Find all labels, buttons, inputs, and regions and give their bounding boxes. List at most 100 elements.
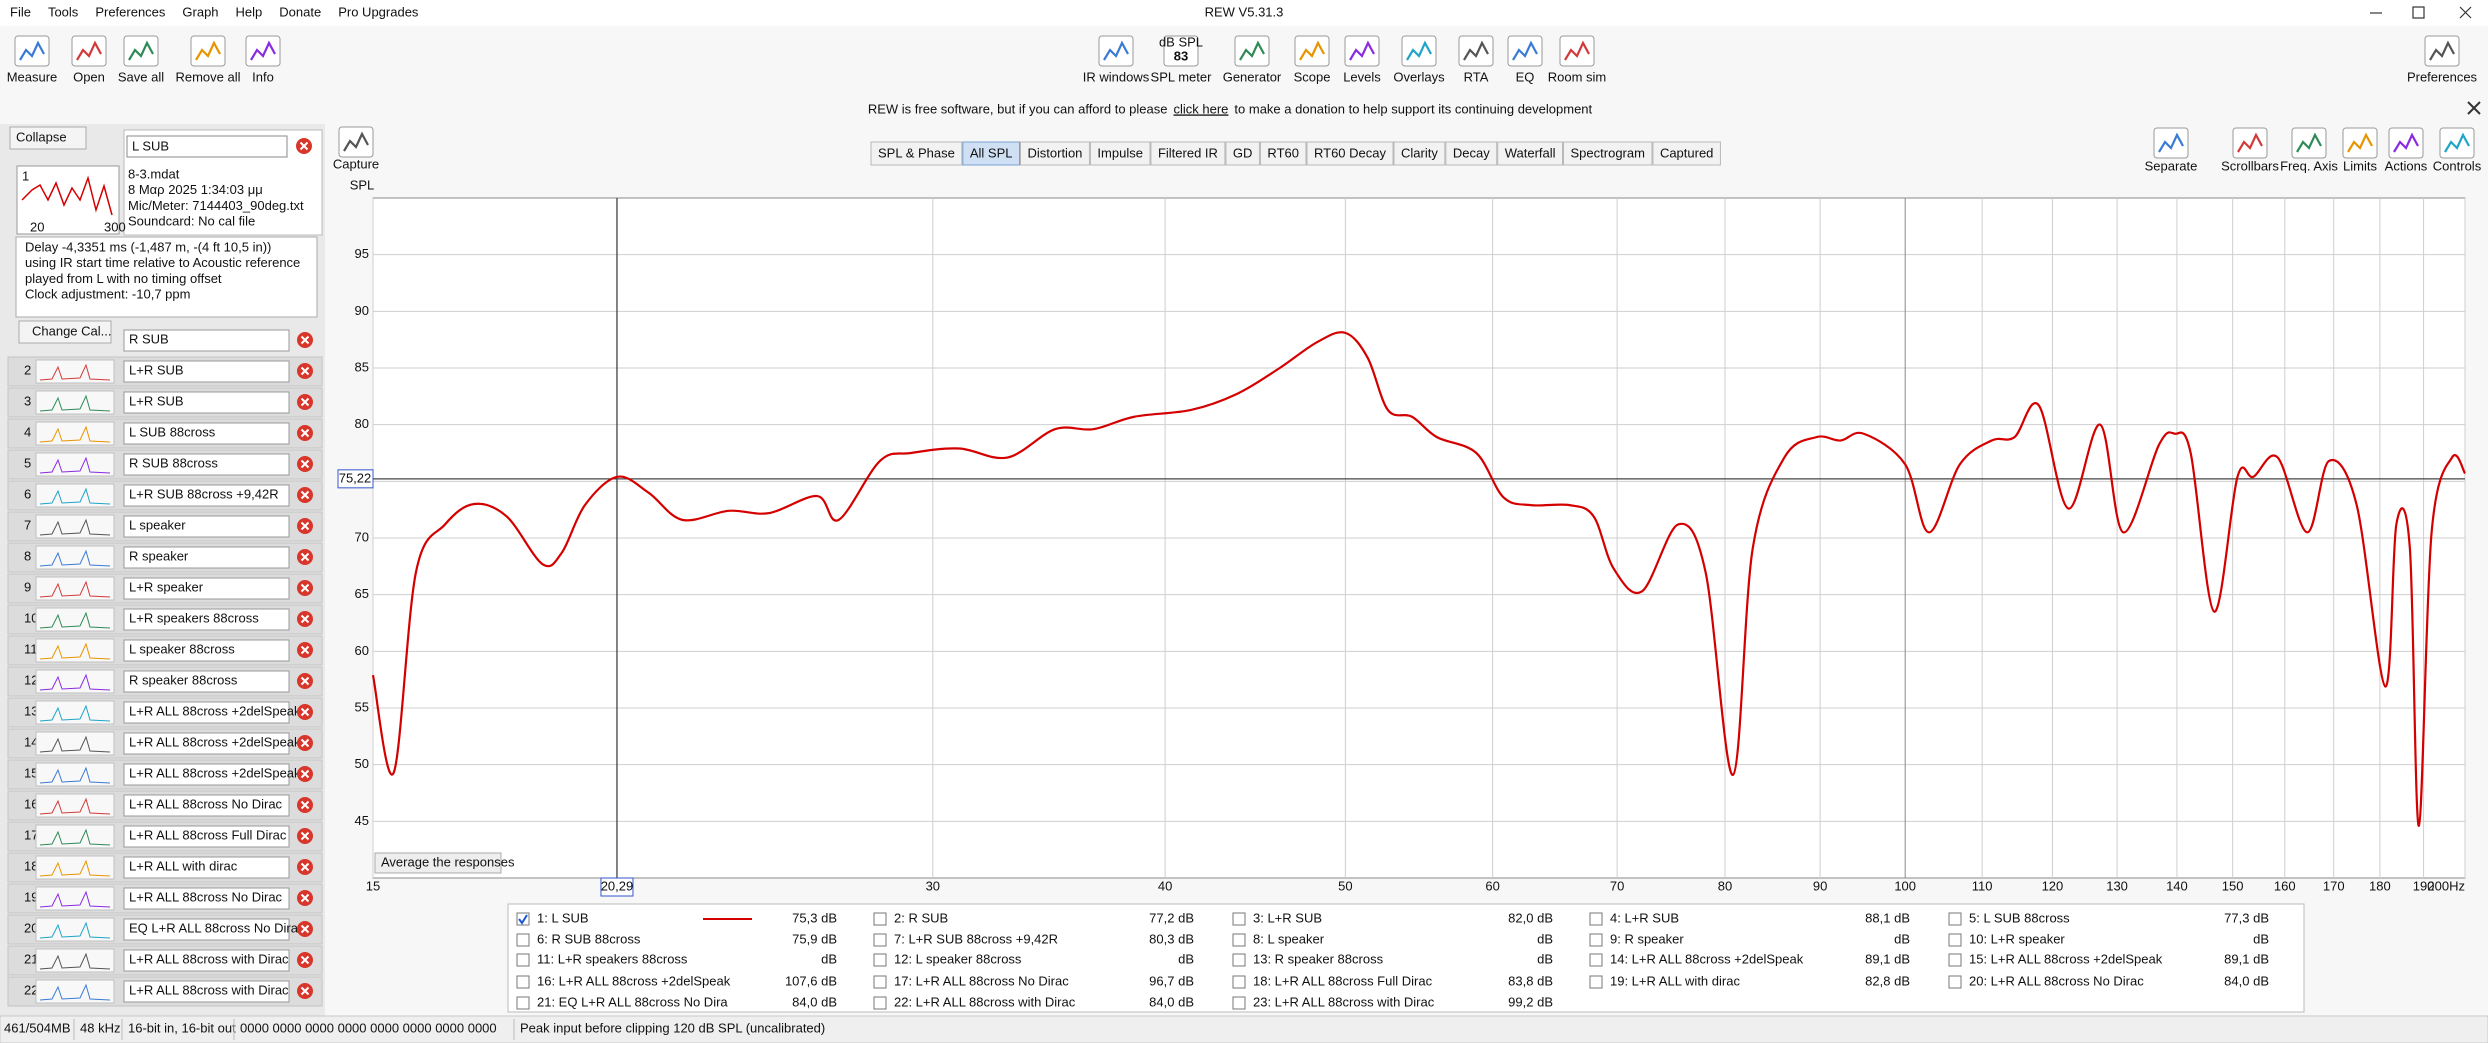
average-button[interactable] <box>374 852 502 874</box>
name-field[interactable] <box>123 763 290 786</box>
toolbar-label[interactable]: RTA <box>1464 69 1489 84</box>
legend-label[interactable]: 7: L+R SUB 88cross +9,42R <box>894 931 1058 946</box>
tab[interactable]: RT60 <box>1259 141 1307 166</box>
toolbar-label[interactable]: Preferences <box>2407 69 2478 84</box>
delete-button[interactable] <box>297 611 313 627</box>
graph-control-label[interactable]: Freq. Axis <box>2280 158 2338 173</box>
name-field[interactable] <box>123 856 290 879</box>
name-field[interactable] <box>123 732 290 755</box>
list-name[interactable]: R speaker 88cross <box>129 672 238 687</box>
tab[interactable]: Waterfall <box>1497 141 1564 166</box>
collapse-label[interactable]: Collapse <box>16 129 67 144</box>
legend-checkbox[interactable] <box>1589 933 1603 947</box>
legend-label[interactable]: 23: L+R ALL 88cross with Dirac <box>1253 994 1435 1009</box>
toolbar-label[interactable]: Overlays <box>1393 69 1445 84</box>
toolbar-label[interactable]: Measure <box>7 69 58 84</box>
name-field[interactable] <box>123 391 290 414</box>
legend-checkbox[interactable] <box>873 975 887 989</box>
toolbar-icon[interactable] <box>190 35 226 67</box>
list-name[interactable]: R speaker <box>129 548 189 563</box>
graph-control-label[interactable]: Actions <box>2385 158 2428 173</box>
legend-label[interactable]: 12: L speaker 88cross <box>894 951 1022 966</box>
name-field[interactable] <box>123 546 290 569</box>
delete-button[interactable] <box>297 394 313 410</box>
name-field[interactable] <box>123 918 290 941</box>
graph-control-label[interactable]: Scrollbars <box>2221 158 2279 173</box>
list-name[interactable]: EQ L+R ALL 88cross No Dira <box>129 920 299 935</box>
list-name[interactable]: L+R ALL 88cross Full Dirac <box>129 827 287 842</box>
delete-button[interactable] <box>297 549 313 565</box>
name-field[interactable] <box>123 794 290 817</box>
legend-label[interactable]: 21: EQ L+R ALL 88cross No Dira <box>537 994 728 1009</box>
legend-checkbox[interactable] <box>1948 912 1962 926</box>
list-name[interactable]: L+R speakers 88cross <box>129 610 259 625</box>
menu-item[interactable]: Preferences <box>95 4 166 19</box>
toolbar-label[interactable]: Generator <box>1223 69 1282 84</box>
graph-control-label[interactable]: Limits <box>2343 158 2377 173</box>
name-field[interactable] <box>126 135 288 158</box>
legend-label[interactable]: 8: L speaker <box>1253 931 1325 946</box>
legend-checkbox[interactable] <box>873 912 887 926</box>
list-name[interactable]: L speaker <box>129 517 186 532</box>
average-label[interactable]: Average the responses <box>381 854 515 869</box>
measurement-name[interactable]: L SUB <box>132 138 169 153</box>
capture-label[interactable]: Capture <box>333 156 379 171</box>
tab[interactable]: Spectrogram <box>1563 141 1653 166</box>
toolbar-label[interactable]: Info <box>252 69 274 84</box>
name-field[interactable] <box>123 639 290 662</box>
name-field[interactable] <box>123 453 290 476</box>
delete-button[interactable] <box>297 859 313 875</box>
legend-checkbox[interactable] <box>1948 953 1962 967</box>
legend-label[interactable]: 16: L+R ALL 88cross +2delSpeak <box>537 973 731 988</box>
banner-link[interactable]: click here <box>1173 101 1228 116</box>
legend-checkbox[interactable] <box>1232 975 1246 989</box>
legend-label[interactable]: 19: L+R ALL with dirac <box>1610 973 1740 988</box>
tab[interactable]: RT60 Decay <box>1306 141 1394 166</box>
delete-button[interactable] <box>296 138 312 154</box>
delete-button[interactable] <box>297 487 313 503</box>
legend-label[interactable]: 1: L SUB <box>537 910 589 925</box>
legend-checkbox[interactable] <box>516 996 530 1010</box>
graph-control-label[interactable]: Controls <box>2433 158 2482 173</box>
toolbar-icon[interactable] <box>123 35 159 67</box>
legend-label[interactable]: 22: L+R ALL 88cross with Dirac <box>894 994 1076 1009</box>
menu-item[interactable]: Pro Upgrades <box>338 4 419 19</box>
menu-item[interactable]: Graph <box>182 4 218 19</box>
delete-button[interactable] <box>297 704 313 720</box>
banner-close[interactable] <box>2467 101 2481 115</box>
tab[interactable]: Clarity <box>1393 141 1446 166</box>
list-name[interactable]: L+R ALL 88cross with Dirac <box>129 951 289 966</box>
name-field[interactable] <box>123 887 290 910</box>
toolbar-icon[interactable] <box>71 35 107 67</box>
delete-button[interactable] <box>297 518 313 534</box>
delete-button[interactable] <box>297 735 313 751</box>
delete-button[interactable] <box>297 890 313 906</box>
delete-button[interactable] <box>297 983 313 999</box>
list-name[interactable]: L+R ALL 88cross +2delSpeak <box>129 734 301 749</box>
legend-checkbox[interactable] <box>873 953 887 967</box>
list-name[interactable]: R SUB 88cross <box>129 455 218 470</box>
tab[interactable]: Decay <box>1445 141 1498 166</box>
toolbar-icon[interactable] <box>245 35 281 67</box>
change-cal-label[interactable]: Change Cal... <box>32 323 112 338</box>
list-name[interactable]: L+R SUB <box>129 393 184 408</box>
menu-item[interactable]: File <box>10 4 31 19</box>
name-field[interactable] <box>123 577 290 600</box>
toolbar-icon[interactable] <box>2153 127 2189 159</box>
name-field[interactable] <box>123 515 290 538</box>
legend-checkbox[interactable] <box>1948 933 1962 947</box>
toolbar-icon[interactable] <box>1234 35 1270 67</box>
toolbar-icon[interactable] <box>2388 127 2424 159</box>
graph-control-label[interactable]: Separate <box>2145 158 2198 173</box>
name-field[interactable] <box>123 825 290 848</box>
tab[interactable]: Captured <box>1652 141 1721 166</box>
list-name[interactable]: L+R SUB <box>129 362 184 377</box>
toolbar-icon[interactable] <box>1294 35 1330 67</box>
toolbar-icon[interactable] <box>2342 127 2378 159</box>
name-field[interactable] <box>123 980 290 1003</box>
delete-button[interactable] <box>297 642 313 658</box>
menu-item[interactable]: Help <box>236 4 263 19</box>
toolbar-icon[interactable] <box>1401 35 1437 67</box>
tab[interactable]: GD <box>1225 141 1260 166</box>
toolbar-icon[interactable] <box>1098 35 1134 67</box>
